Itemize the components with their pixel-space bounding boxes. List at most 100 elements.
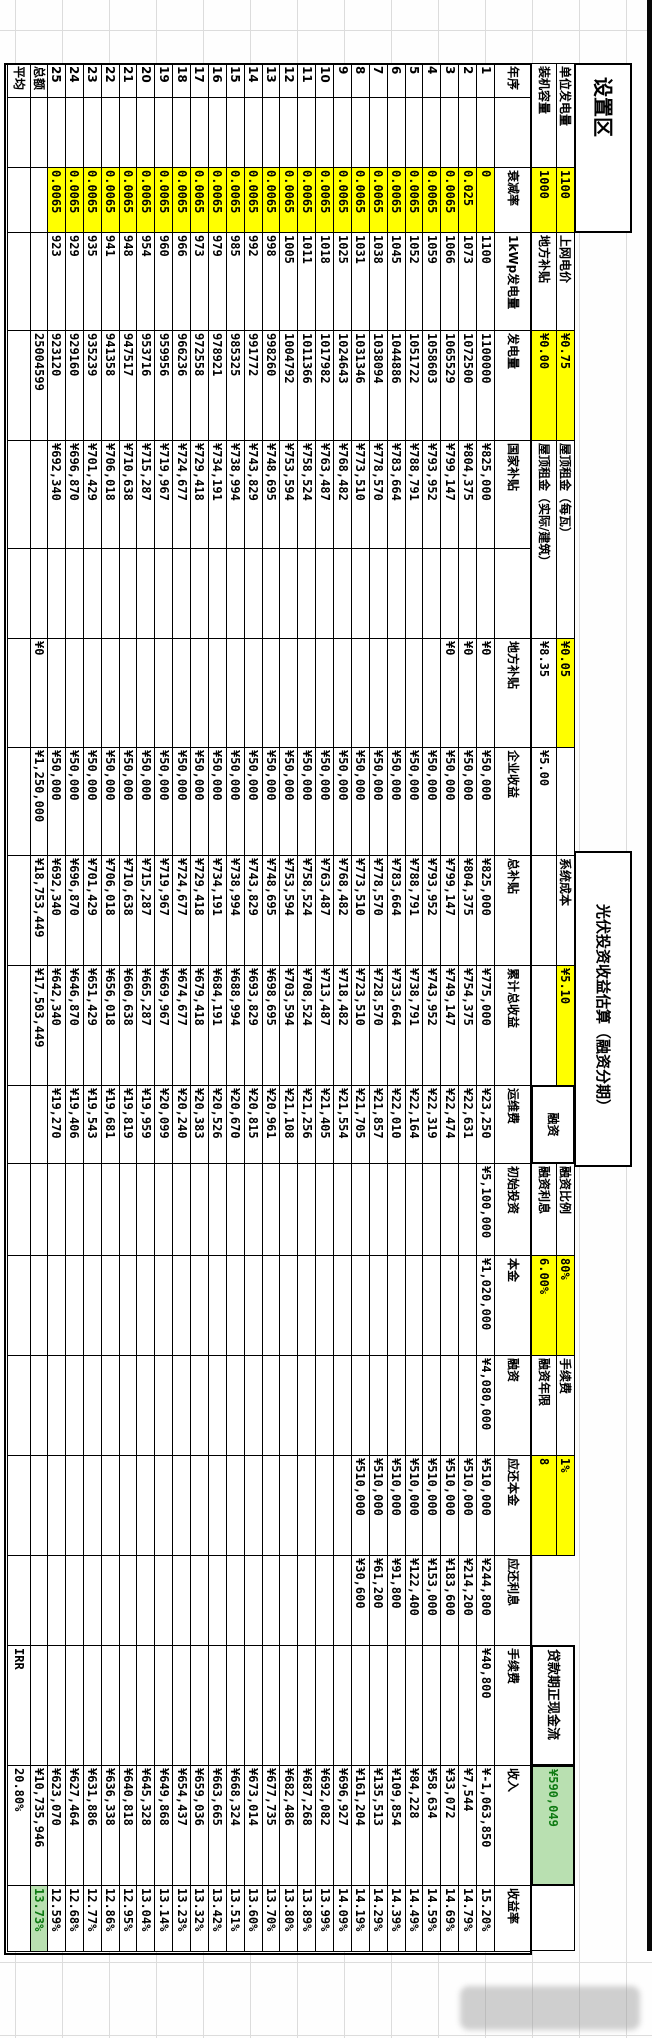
cell-21-national_subsidy[interactable]: ¥710,638 [118,440,138,549]
cell-21-total_subsidy[interactable]: ¥710,638 [118,855,138,966]
cell-15-cumulative_income[interactable]: ¥688,994 [225,965,245,1086]
cell-8-initial_investment[interactable] [350,1163,370,1256]
cell-18-enterprise_income[interactable]: ¥50,000 [172,747,192,856]
cell-5-roi[interactable]: 14.49% [404,1885,424,1952]
header-om_cost[interactable]: 运维费 [494,1085,532,1164]
cell-6-local_subsidy[interactable] [386,638,406,748]
cell-25-national_subsidy[interactable]: ¥692,340 [47,440,66,549]
header-local_subsidy[interactable]: 地方补贴 [494,638,532,748]
cell-3-national_subsidy[interactable]: ¥799,147 [440,440,460,549]
cell-5-c1[interactable] [404,97,424,168]
cell-20-local_subsidy[interactable] [136,638,156,748]
cell-6-principal[interactable] [386,1255,406,1356]
cell-10-gen[interactable]: 1017982 [315,330,335,441]
setting-fee_value[interactable]: 1% [556,1455,575,1556]
cell-22-initial_investment[interactable] [100,1163,120,1256]
cell-8-local_subsidy[interactable] [350,638,370,748]
cell-16-repay_interest[interactable] [207,1555,227,1646]
cell-20-gen[interactable]: 953716 [136,330,156,441]
cell-1-local_subsidy[interactable]: ¥0 [476,638,495,748]
cell-3-repay_principal[interactable]: ¥510,000 [440,1455,460,1556]
main-title-cell[interactable]: 光伏投资收益估算（融资分期） [574,851,632,1167]
cell-19-principal[interactable] [154,1255,174,1356]
cell-9-local_subsidy[interactable] [333,638,352,748]
cell-16-om_cost[interactable]: ¥20,526 [207,1085,227,1164]
cell-13-repay_principal[interactable] [261,1455,281,1556]
cell-22-om_cost[interactable]: ¥19,681 [100,1085,120,1164]
cell-22-roi[interactable]: 12.86% [100,1885,120,1952]
cell-15-roi[interactable]: 13.51% [225,1885,245,1952]
cell-16-national_subsidy[interactable]: ¥734,191 [207,440,227,549]
cell-avg-om_cost[interactable] [7,1085,31,1164]
cell-13-total_subsidy[interactable]: ¥748,695 [261,855,281,966]
cell-4-c1[interactable] [422,97,442,168]
cell-25-gen[interactable]: 923120 [47,330,66,441]
cell-21-cumulative_income[interactable]: ¥660,638 [118,965,138,1086]
cell-17-income[interactable]: ¥659,036 [190,1765,209,1886]
cell-13-cumulative_income[interactable]: ¥698,695 [261,965,281,1086]
cell-avg-financing[interactable] [7,1355,31,1456]
cell-13-financing[interactable] [261,1355,281,1456]
setting-grid_price_label[interactable]: 上网电价 [556,232,575,331]
cell-23-income[interactable]: ¥631,886 [82,1765,102,1886]
cell-25-c1[interactable] [47,97,66,168]
cell-avg-principal[interactable] [7,1255,31,1356]
cell-10-local_subsidy[interactable] [315,638,335,748]
cell-11-financing[interactable] [297,1355,317,1456]
setting-system_cost_value[interactable]: ¥5.10 [556,965,575,1086]
setting-roof_rent_per_w_label[interactable]: 屋顶租金（每瓦） [556,440,575,639]
cell-19-year[interactable]: 19 [154,63,174,98]
cell-4-om_cost[interactable]: ¥22,319 [422,1085,442,1164]
cell-7-income[interactable]: ¥135,513 [368,1765,388,1886]
cell-19-initial_investment[interactable] [154,1163,174,1256]
cell-20-service_fee[interactable] [136,1645,156,1766]
cell-23-total_subsidy[interactable]: ¥701,429 [82,855,102,966]
cell-9-kwp_gen[interactable]: 1025 [333,232,352,331]
cell-14-income[interactable]: ¥673,014 [243,1765,263,1886]
cell-total-cumulative_income[interactable]: ¥17,503,449 [30,965,48,1086]
cell-8-year[interactable]: 8 [350,63,370,98]
cell-11-c1[interactable] [297,97,317,168]
cell-3-local_subsidy[interactable]: ¥0 [440,638,460,748]
cell-avg-decay[interactable] [7,167,31,233]
cell-25-enterprise_income[interactable]: ¥50,000 [47,747,66,856]
cell-19-total_subsidy[interactable]: ¥719,967 [154,855,174,966]
cell-12-cumulative_income[interactable]: ¥703,594 [279,965,299,1086]
cell-13-kwp_gen[interactable]: 998 [261,232,281,331]
cell-13-enterprise_income[interactable]: ¥50,000 [261,747,281,856]
cell-15-national_subsidy[interactable]: ¥738,994 [225,440,245,549]
cell-1-national_subsidy[interactable]: ¥825,000 [476,440,495,549]
cell-13-decay[interactable]: 0.0065 [261,167,281,233]
cell-1-kwp_gen[interactable]: 1100 [476,232,495,331]
cell-12-service_fee[interactable] [279,1645,299,1766]
cell-11-year[interactable]: 11 [297,63,317,98]
cell-12-principal[interactable] [279,1255,299,1356]
cell-23-initial_investment[interactable] [82,1163,102,1256]
cell-23-service_fee[interactable] [82,1645,102,1766]
cell-17-initial_investment[interactable] [190,1163,209,1256]
cell-6-service_fee[interactable] [386,1645,406,1766]
cell-18-cumulative_income[interactable]: ¥674,677 [172,965,192,1086]
cell-2-h1[interactable] [458,548,478,639]
cell-1-roi[interactable]: 15.20% [476,1885,495,1952]
cell-5-gen[interactable]: 1051722 [404,330,424,441]
cell-avg-enterprise_income[interactable] [7,747,31,856]
cell-12-year[interactable]: 12 [279,63,299,98]
cell-2-kwp_gen[interactable]: 1073 [458,232,478,331]
cell-22-gen[interactable]: 941358 [100,330,120,441]
cell-16-roi[interactable]: 13.42% [207,1885,227,1952]
financing-section-cell[interactable]: 融资 [531,1085,575,1164]
cell-13-h1[interactable] [261,548,281,639]
cell-11-om_cost[interactable]: ¥21,256 [297,1085,317,1164]
empty-settings-cell[interactable] [531,965,557,1086]
cell-18-financing[interactable] [172,1355,192,1456]
cell-3-income[interactable]: ¥33,072 [440,1765,460,1886]
cell-7-enterprise_income[interactable]: ¥50,000 [368,747,388,856]
cell-9-gen[interactable]: 1024643 [333,330,352,441]
header-kwp_gen[interactable]: 1kWp发电量 [494,232,532,331]
cell-23-kwp_gen[interactable]: 935 [82,232,102,331]
cell-17-repay_interest[interactable] [190,1555,209,1646]
cell-10-year[interactable]: 10 [315,63,335,98]
cell-avg-initial_investment[interactable] [7,1163,31,1256]
cell-12-enterprise_income[interactable]: ¥50,000 [279,747,299,856]
